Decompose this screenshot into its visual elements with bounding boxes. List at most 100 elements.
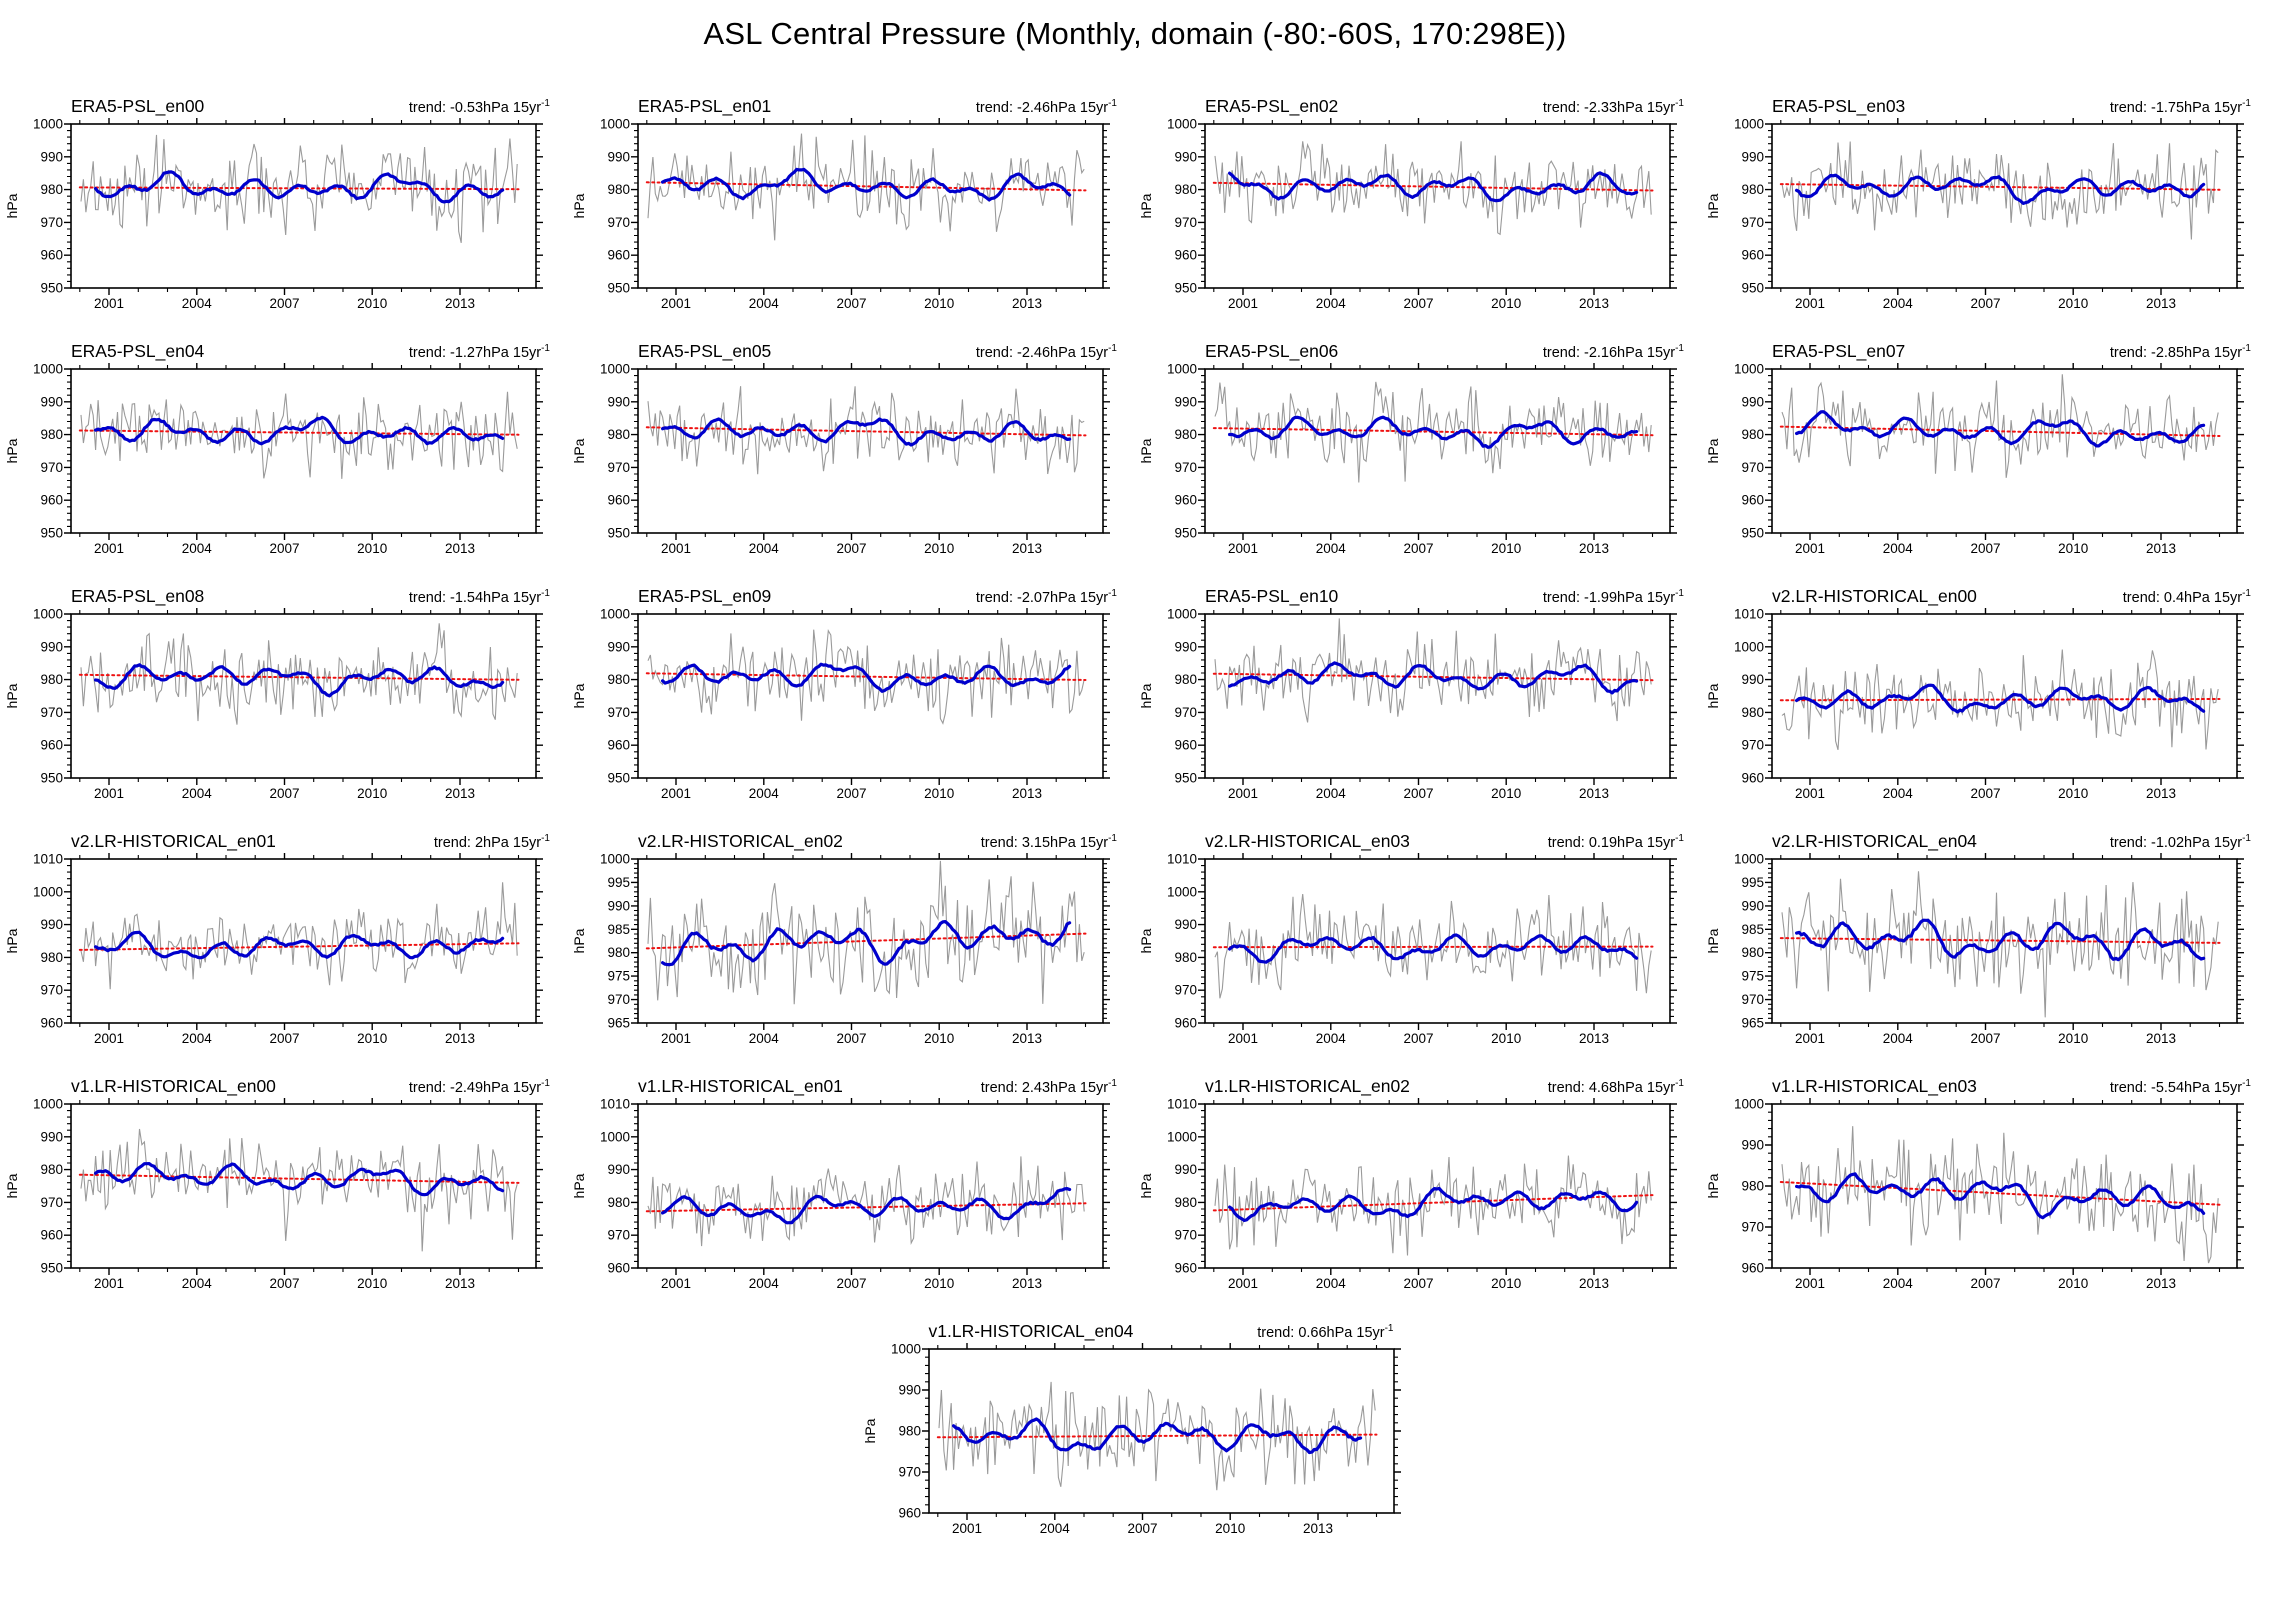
x-tick-label: 2001 xyxy=(661,1276,691,1291)
y-tick-label: 960 xyxy=(607,248,630,263)
panel-header: ERA5-PSL_en10 trend: -1.99hPa 15yr-1 xyxy=(1135,578,1702,608)
y-tick-label: 980 xyxy=(898,1424,921,1439)
x-tick-label: 2007 xyxy=(836,541,866,556)
smoothed-line xyxy=(1794,173,2206,206)
monthly-line xyxy=(937,1381,1376,1491)
x-tick-label: 2001 xyxy=(94,541,124,556)
x-tick-label: 2004 xyxy=(1316,786,1347,801)
minor-ticks xyxy=(634,855,1107,1027)
plot-frame xyxy=(637,858,1104,1024)
plot-frame xyxy=(1204,123,1671,289)
y-tick-label: 960 xyxy=(40,1228,63,1243)
trend-line xyxy=(645,672,1087,681)
x-tick-label: 2013 xyxy=(1579,296,1609,311)
chart-panel: v1.LR-HISTORICAL_en01 trend: 2.43hPa 15yr… xyxy=(568,1068,1135,1313)
minor-ticks xyxy=(67,365,540,537)
y-tick-label: 950 xyxy=(40,526,63,541)
y-tick-label: 990 xyxy=(607,639,630,654)
smoothed-line xyxy=(1227,1186,1639,1223)
y-tick-label: 970 xyxy=(607,705,630,720)
chart: 950 960 970 980 990 1000 2001 2004 2007 2010 2013 h… xyxy=(571,118,1110,311)
x-tick-label: 2004 xyxy=(182,786,213,801)
y-tick-label: 970 xyxy=(607,1228,630,1243)
x-tick-label: 2010 xyxy=(924,296,954,311)
y-tick-label: 975 xyxy=(1741,969,1764,984)
panel-title: ERA5-PSL_en07 xyxy=(1772,341,1906,361)
y-axis-unit-label: hPa xyxy=(4,1173,20,1198)
y-tick-label: 990 xyxy=(1741,1138,1764,1153)
y-axis-unit-label: hPa xyxy=(571,1173,587,1198)
x-tick-label: 2013 xyxy=(1012,296,1042,311)
panel-trend-label: trend: 3.15hPa 15yr-1 xyxy=(980,833,1117,851)
major-ticks xyxy=(1198,363,1677,540)
y-tick-label: 980 xyxy=(1174,1195,1197,1210)
chart: 960 970 980 990 1000 2001 2004 2007 2010 2013 hPa xyxy=(862,1343,1401,1536)
minor-ticks xyxy=(1201,120,1674,292)
panel-header: ERA5-PSL_en05 trend: -2.46hPa 15yr-1 xyxy=(568,333,1135,363)
chart-panel: v1.LR-HISTORICAL_en00 trend: -2.49hPa 15y… xyxy=(1,1068,568,1313)
smoothed-line xyxy=(1227,933,1639,964)
y-tick-label: 1000 xyxy=(1167,608,1197,622)
y-tick-label: 960 xyxy=(40,1016,63,1031)
chart-panel: v2.LR-HISTORICAL_en04 trend: -1.02hPa 15y… xyxy=(1702,823,2269,1068)
panel-trend-label: trend: -1.27hPa 15yr-1 xyxy=(408,343,550,361)
panel-header: ERA5-PSL_en07 trend: -2.85hPa 15yr-1 xyxy=(1702,333,2269,363)
x-tick-label: 2004 xyxy=(182,1031,213,1046)
page-title: ASL Central Pressure (Monthly, domain (-… xyxy=(703,16,1567,51)
chart-panel: v2.LR-HISTORICAL_en02 trend: 3.15hPa 15yr… xyxy=(568,823,1135,1068)
plot-frame xyxy=(1771,858,2238,1024)
x-tick-label: 2010 xyxy=(924,1031,954,1046)
minor-ticks xyxy=(67,1100,540,1272)
chart: 950 960 970 980 990 1000 2001 2004 2007 2010 2013 h… xyxy=(4,363,543,556)
x-tick-label: 2007 xyxy=(269,1031,299,1046)
x-tick-label: 2001 xyxy=(1228,296,1258,311)
panel-header: v1.LR-HISTORICAL_en03 trend: -5.54hPa 15y… xyxy=(1702,1068,2269,1098)
chart: 950 960 970 980 990 1000 2001 2004 2007 2010 2013 h… xyxy=(4,118,543,311)
y-axis-unit-label: hPa xyxy=(1705,683,1721,708)
x-tick-label: 2013 xyxy=(2146,1031,2176,1046)
major-ticks xyxy=(631,853,1110,1030)
x-tick-label: 2007 xyxy=(269,541,299,556)
x-tick-label: 2013 xyxy=(2146,1276,2176,1291)
x-tick-label: 2013 xyxy=(1579,541,1609,556)
panel-header: ERA5-PSL_en00 trend: -0.53hPa 15yr-1 xyxy=(1,88,568,118)
smoothed-line xyxy=(660,919,1072,967)
panel-title: ERA5-PSL_en01 xyxy=(638,96,772,116)
panel-title: ERA5-PSL_en00 xyxy=(71,96,205,116)
panel-trend-label: trend: -1.99hPa 15yr-1 xyxy=(1542,588,1684,606)
y-tick-label: 1000 xyxy=(600,853,630,867)
y-tick-label: 990 xyxy=(40,1129,63,1144)
y-tick-label: 970 xyxy=(1741,215,1764,230)
y-tick-label: 970 xyxy=(1741,460,1764,475)
chart: 965 970 975 980 985 990 995 1000 2001 2004 2007 201… xyxy=(571,853,1110,1046)
major-ticks xyxy=(631,118,1110,295)
x-tick-label: 2007 xyxy=(836,296,866,311)
y-tick-label: 1000 xyxy=(600,1129,630,1144)
x-tick-label: 2001 xyxy=(94,1031,124,1046)
y-axis-unit-label: hPa xyxy=(571,683,587,708)
y-tick-label: 970 xyxy=(1174,705,1197,720)
y-tick-label: 970 xyxy=(40,215,63,230)
y-tick-label: 1000 xyxy=(33,363,63,377)
y-tick-label: 980 xyxy=(1174,672,1197,687)
x-tick-label: 2013 xyxy=(445,1276,475,1291)
panel-trend-label: trend: -2.46hPa 15yr-1 xyxy=(975,98,1117,116)
minor-ticks xyxy=(634,365,1107,537)
trend-line xyxy=(1779,937,2221,944)
panel-title: ERA5-PSL_en03 xyxy=(1772,96,1906,116)
y-tick-label: 970 xyxy=(1741,992,1764,1007)
minor-ticks xyxy=(634,120,1107,292)
chart: 960 970 980 990 1000 1010 2001 2004 2007 2010 2013… xyxy=(4,853,543,1046)
x-tick-label: 2010 xyxy=(2058,1276,2088,1291)
y-axis-unit-label: hPa xyxy=(1705,438,1721,463)
y-tick-label: 960 xyxy=(1741,248,1764,263)
y-tick-label: 960 xyxy=(1174,493,1197,508)
chart-panel: v1.LR-HISTORICAL_en03 trend: -5.54hPa 15y… xyxy=(1702,1068,2269,1313)
y-tick-label: 1010 xyxy=(1734,608,1764,622)
y-tick-label: 1010 xyxy=(1167,1098,1197,1112)
y-tick-label: 1010 xyxy=(1167,853,1197,867)
x-tick-label: 2010 xyxy=(357,296,387,311)
y-tick-label: 980 xyxy=(1741,1179,1764,1194)
y-tick-label: 960 xyxy=(607,738,630,753)
smoothed-line xyxy=(1794,683,2206,714)
